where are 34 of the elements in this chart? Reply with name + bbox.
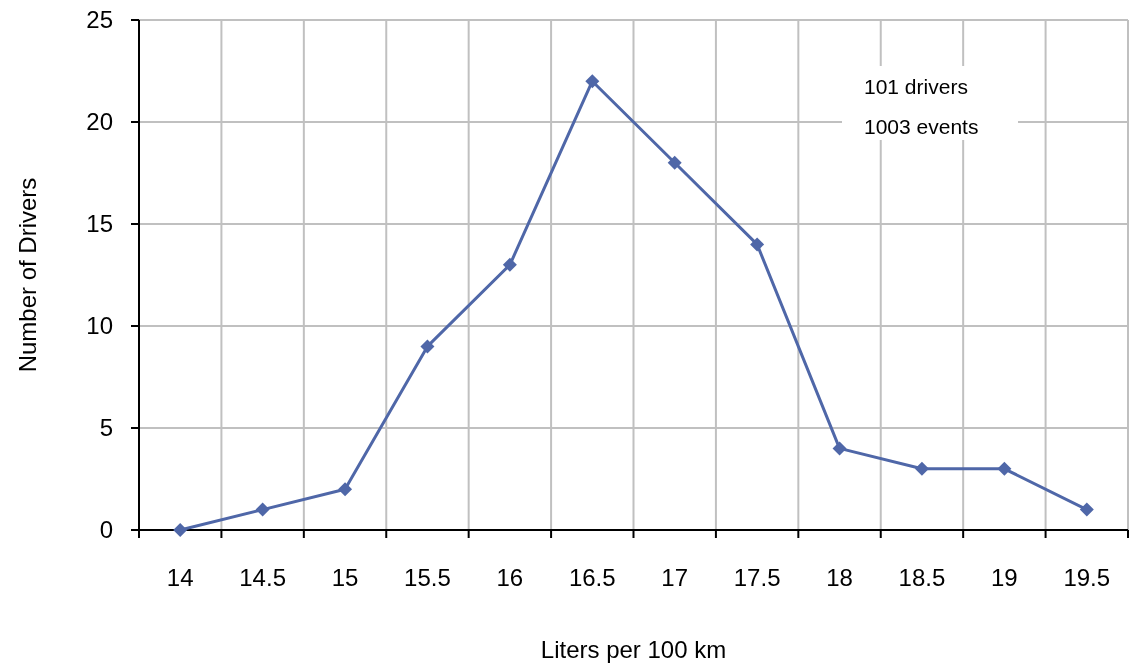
x-tick-label: 19 bbox=[991, 564, 1018, 591]
point bbox=[173, 523, 188, 537]
x-tick-label: 16.5 bbox=[568, 564, 616, 591]
x-tick-label: 18.5 bbox=[898, 564, 946, 591]
x-tick-label: 14 bbox=[166, 564, 194, 591]
x-tick-label: 14.5 bbox=[239, 564, 286, 591]
x-axis-title: Liters per 100 km bbox=[540, 636, 727, 663]
point bbox=[997, 461, 1012, 476]
point bbox=[750, 237, 765, 252]
y-tick-label: 0 bbox=[99, 516, 113, 544]
point bbox=[585, 74, 600, 89]
y-tick-label: 25 bbox=[86, 6, 113, 34]
annotation: 1003 events bbox=[864, 115, 979, 138]
x-tick-label: 18 bbox=[826, 564, 853, 591]
x-tick-label: 15 bbox=[331, 564, 359, 591]
x-tick-label: 17.5 bbox=[733, 564, 781, 591]
point bbox=[420, 339, 435, 354]
y-axis-title: Number of Drivers bbox=[14, 177, 41, 373]
y-tick-label: 20 bbox=[86, 108, 113, 136]
x-tick-label: 16 bbox=[496, 564, 524, 591]
point bbox=[832, 441, 847, 456]
x-tick-label: 17 bbox=[661, 564, 689, 591]
point bbox=[1079, 502, 1094, 517]
point bbox=[255, 502, 270, 517]
y-tick-label: 15 bbox=[86, 210, 113, 238]
point bbox=[338, 482, 353, 497]
y-tick-label: 5 bbox=[99, 414, 113, 442]
point bbox=[667, 155, 682, 170]
x-tick-label: 19.5 bbox=[1063, 564, 1111, 591]
point bbox=[914, 461, 929, 476]
annotation: 101 drivers bbox=[864, 75, 968, 98]
x-tick-label: 15.5 bbox=[404, 564, 451, 591]
point bbox=[502, 257, 517, 272]
y-tick-label: 10 bbox=[86, 312, 113, 340]
